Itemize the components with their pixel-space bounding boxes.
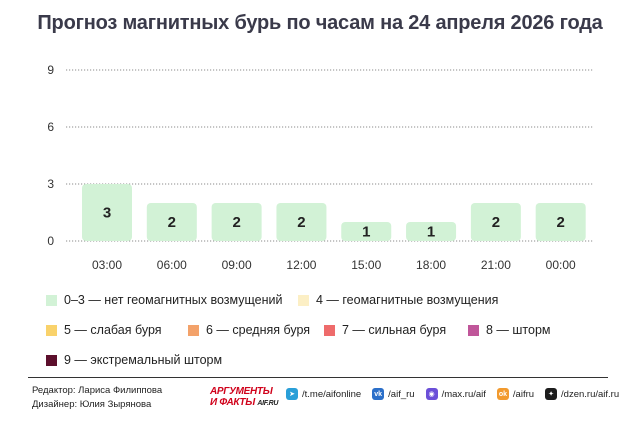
legend-label: 0–3 — нет геомагнитных возмущений: [64, 293, 283, 307]
legend-label: 5 — слабая буря: [64, 323, 162, 337]
legend-item-5: 5 — слабая буря: [46, 322, 188, 338]
logo-line-2: И ФАКТЫ AIF.RU: [210, 397, 280, 409]
x-tick-label: 06:00: [157, 258, 187, 272]
legend-item-7: 7 — сильная буря: [324, 322, 468, 338]
legend-item-4: 4 — геомагнитные возмущения: [298, 292, 498, 308]
social-label: /dzen.ru/aif.ru: [561, 388, 620, 400]
y-tick-label: 6: [47, 120, 54, 134]
bar-value-label: 2: [297, 214, 305, 231]
social-link-telegram[interactable]: ➤ /t.me/aifonline: [286, 388, 361, 400]
legend-swatch: [46, 294, 57, 306]
y-tick-label: 9: [47, 63, 54, 77]
x-tick-label: 12:00: [286, 258, 316, 272]
legend-label: 9 — экстремальный шторм: [64, 353, 223, 367]
social-link-vk[interactable]: vk /aif_ru: [372, 388, 415, 400]
bar-value-label: 1: [362, 224, 370, 241]
legend-item-8: 8 — шторм: [468, 322, 551, 338]
legend-swatch: [468, 324, 479, 336]
bar-value-label: 2: [168, 214, 176, 231]
legend-swatch: [298, 294, 309, 306]
bar: [82, 184, 132, 241]
social-label: /aif_ru: [388, 388, 415, 400]
social-link-odnoklassniki[interactable]: ok /aifru: [496, 388, 535, 400]
telegram-icon: ➤: [286, 388, 298, 400]
logo-line-1: АРГУМЕНТЫ: [210, 386, 273, 397]
social-links: ➤ /t.me/aifonline vk /aif_ru ◉ /max.ru/a…: [286, 388, 619, 400]
legend-swatch: [324, 324, 335, 336]
x-tick-label: 18:00: [416, 258, 446, 272]
bar: [470, 203, 521, 241]
x-tick-label: 09:00: [222, 258, 252, 272]
legend: 0–3 — нет геомагнитных возмущений 4 — ге…: [46, 292, 606, 382]
social-link-max[interactable]: ◉ /max.ru/aif: [425, 388, 486, 400]
legend-item-6: 6 — средняя буря: [188, 322, 324, 338]
social-label: /t.me/aifonline: [302, 388, 362, 400]
social-link-dzen[interactable]: ✦ /dzen.ru/aif.ru: [545, 388, 619, 400]
max-icon: ◉: [425, 388, 438, 400]
bar-value-label: 3: [103, 205, 111, 222]
editor-credit: Редактор: Лариса Филиппова: [32, 385, 163, 396]
odnoklassniki-icon: ok: [496, 388, 509, 400]
legend-swatch: [46, 354, 57, 366]
legend-label: 6 — средняя буря: [206, 323, 311, 337]
legend-label: 4 — геомагнитные возмущения: [316, 293, 499, 307]
footer-divider: [28, 377, 608, 378]
x-tick-label: 00:00: [546, 258, 576, 272]
legend-swatch: [46, 324, 57, 336]
legend-item-0-3: 0–3 — нет геомагнитных возмущений: [46, 292, 298, 308]
designer-credit: Дизайнер: Юлия Зырянова: [32, 399, 152, 410]
social-label: /aifru: [512, 388, 535, 400]
legend-row: 9 — экстремальный шторм: [46, 352, 606, 368]
x-tick-label: 21:00: [481, 258, 511, 272]
bar: [341, 222, 392, 241]
legend-label: 8 — шторм: [486, 323, 551, 337]
dzen-icon: ✦: [545, 388, 558, 400]
y-tick-label: 3: [47, 177, 54, 191]
bar: [276, 203, 327, 241]
bar-chart: 0 3 6 9 3 03:00 2 06:00 2 09:00 2 12:00 1 15:00 1 18:00…: [47, 63, 594, 272]
legend-swatch: [188, 324, 199, 336]
legend-label: 7 — сильная буря: [342, 323, 447, 337]
legend-row: 0–3 — нет геомагнитных возмущений 4 — ге…: [46, 292, 606, 308]
legend-item-9: 9 — экстремальный шторм: [46, 352, 298, 368]
x-tick-label: 03:00: [92, 258, 122, 272]
social-label: /max.ru/aif: [441, 388, 486, 400]
bar-value-label: 2: [557, 214, 565, 231]
bar: [406, 222, 457, 241]
credits: Редактор: Лариса Филиппова Дизайнер: Юли…: [32, 384, 162, 412]
legend-row: 5 — слабая буря 6 — средняя буря 7 — сил…: [46, 322, 606, 338]
bar-value-label: 2: [232, 214, 240, 231]
vk-icon: vk: [372, 388, 385, 400]
y-tick-label: 0: [47, 234, 54, 248]
bar: [146, 203, 197, 241]
bar: [535, 203, 586, 241]
x-tick-label: 15:00: [351, 258, 381, 272]
chart-title: Прогноз магнитных бурь по часам на 24 ап…: [37, 12, 603, 34]
logo-domain: AIF.RU: [257, 400, 279, 407]
logo-line-2-text: И ФАКТЫ: [210, 397, 255, 408]
bar-value-label: 2: [492, 214, 500, 231]
bar: [211, 203, 262, 241]
bar-value-label: 1: [427, 224, 435, 241]
aif-logo[interactable]: АРГУМЕНТЫ И ФАКТЫ AIF.RU: [210, 386, 280, 408]
